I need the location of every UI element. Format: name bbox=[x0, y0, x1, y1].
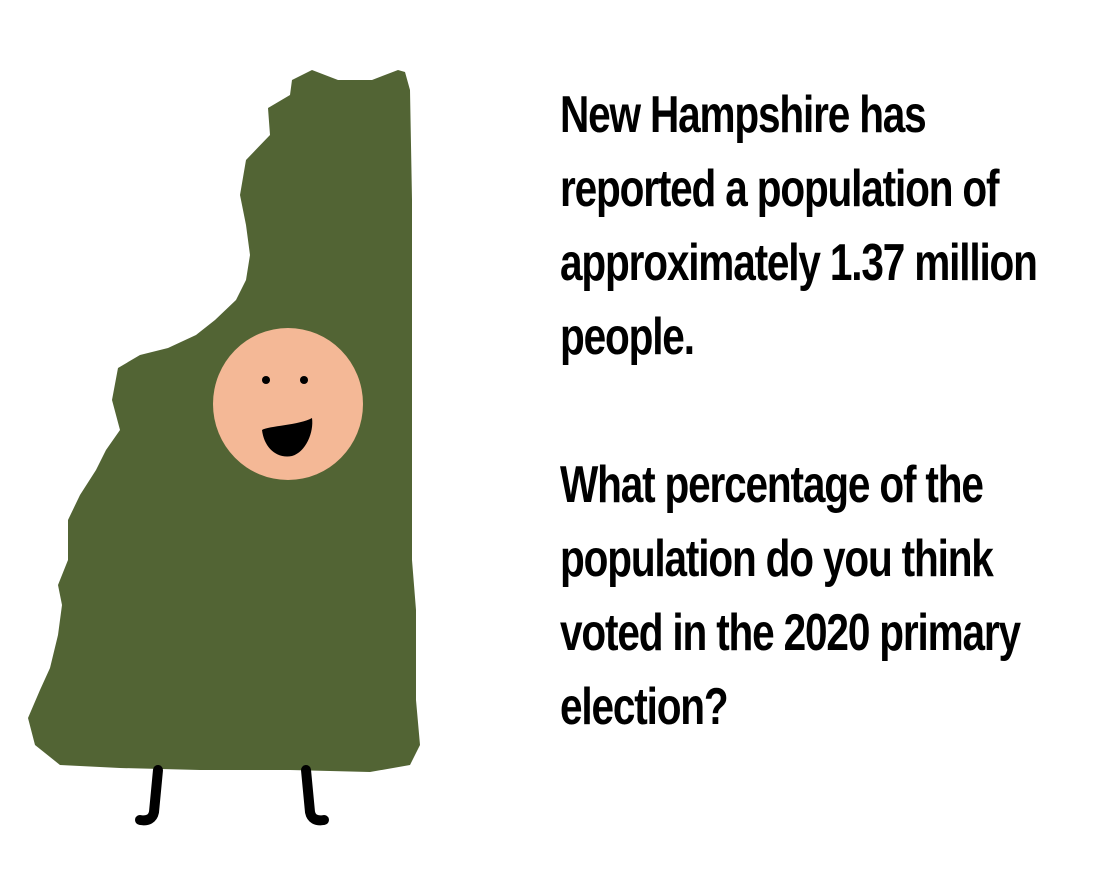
face bbox=[213, 328, 363, 480]
right-leg bbox=[301, 765, 329, 826]
population-statement: New Hampshire has reported a population … bbox=[560, 86, 1038, 366]
voting-question: What percentage of the population do you… bbox=[560, 456, 1021, 736]
smile-mouth bbox=[262, 418, 313, 457]
text-panel: New Hampshire has reported a population … bbox=[560, 78, 1080, 744]
left-leg bbox=[135, 765, 163, 826]
left-eye bbox=[262, 376, 270, 384]
right-eye bbox=[300, 376, 308, 384]
new-hampshire-mascot bbox=[28, 70, 420, 826]
